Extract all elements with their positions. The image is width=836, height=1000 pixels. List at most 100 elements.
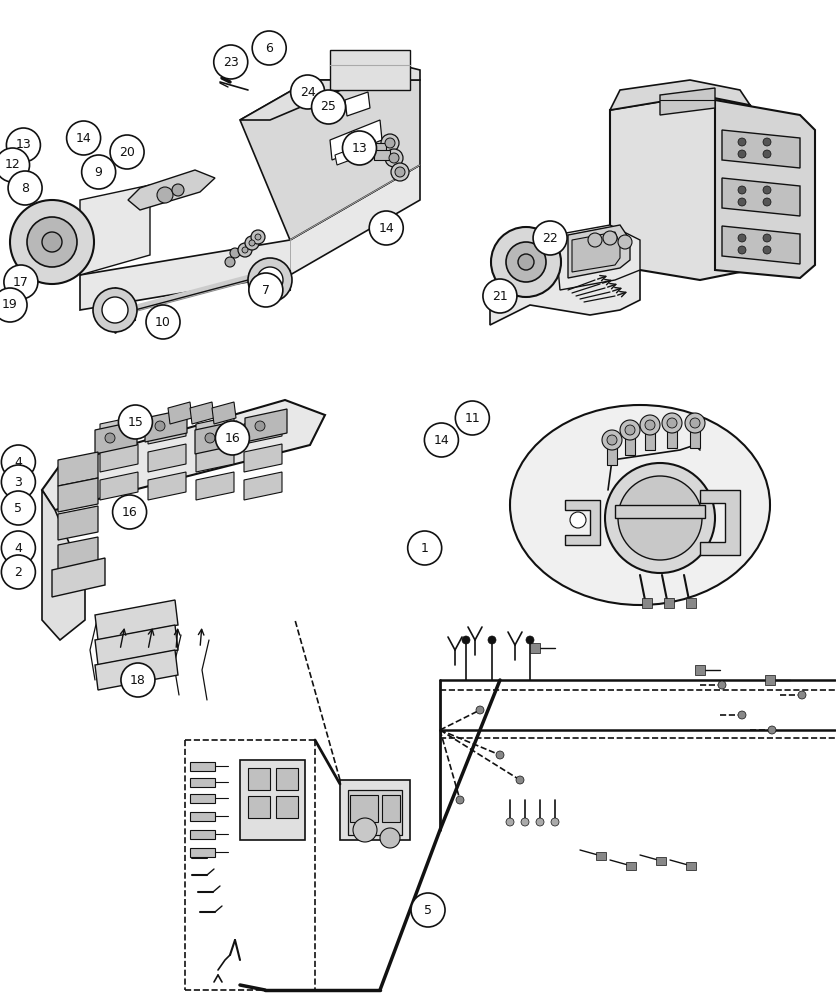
Circle shape xyxy=(798,691,806,699)
Circle shape xyxy=(738,186,746,194)
Circle shape xyxy=(102,297,128,323)
Polygon shape xyxy=(690,423,700,448)
Circle shape xyxy=(312,90,345,124)
Polygon shape xyxy=(625,430,635,455)
Circle shape xyxy=(257,267,283,293)
Circle shape xyxy=(214,45,247,79)
Circle shape xyxy=(381,134,399,152)
Polygon shape xyxy=(700,490,740,555)
Circle shape xyxy=(238,243,252,257)
Text: 17: 17 xyxy=(13,275,28,288)
Circle shape xyxy=(411,893,445,927)
Circle shape xyxy=(570,512,586,528)
Circle shape xyxy=(738,150,746,158)
Polygon shape xyxy=(52,558,105,597)
Polygon shape xyxy=(645,425,655,450)
Polygon shape xyxy=(530,643,540,653)
Polygon shape xyxy=(607,440,617,465)
Circle shape xyxy=(245,236,259,250)
Polygon shape xyxy=(555,225,640,290)
Polygon shape xyxy=(190,812,215,821)
Circle shape xyxy=(738,138,746,146)
Polygon shape xyxy=(95,421,137,454)
Polygon shape xyxy=(190,848,215,857)
Circle shape xyxy=(249,240,255,246)
Polygon shape xyxy=(686,862,696,870)
Circle shape xyxy=(488,636,496,644)
Circle shape xyxy=(291,75,324,109)
Circle shape xyxy=(763,150,771,158)
Circle shape xyxy=(155,421,165,431)
Circle shape xyxy=(521,818,529,826)
Text: 20: 20 xyxy=(120,145,135,158)
Polygon shape xyxy=(340,780,410,840)
Text: 6: 6 xyxy=(265,41,273,54)
Polygon shape xyxy=(95,300,135,320)
Text: 18: 18 xyxy=(130,674,145,686)
Circle shape xyxy=(2,445,35,479)
Circle shape xyxy=(42,232,62,252)
Polygon shape xyxy=(596,852,606,860)
Polygon shape xyxy=(276,796,298,818)
Circle shape xyxy=(121,663,155,697)
Circle shape xyxy=(380,828,400,848)
Text: 13: 13 xyxy=(352,141,367,154)
Circle shape xyxy=(146,305,180,339)
Circle shape xyxy=(2,491,35,525)
Text: 21: 21 xyxy=(492,290,507,302)
Circle shape xyxy=(516,776,524,784)
Text: 4: 4 xyxy=(14,542,23,554)
Circle shape xyxy=(391,163,409,181)
Circle shape xyxy=(763,186,771,194)
Text: 14: 14 xyxy=(434,434,449,446)
Polygon shape xyxy=(244,444,282,472)
Polygon shape xyxy=(80,165,420,310)
Polygon shape xyxy=(148,416,186,444)
Polygon shape xyxy=(248,768,270,790)
Circle shape xyxy=(738,234,746,242)
Polygon shape xyxy=(168,402,192,424)
Polygon shape xyxy=(374,150,390,160)
Circle shape xyxy=(763,234,771,242)
Polygon shape xyxy=(80,185,150,275)
Text: 16: 16 xyxy=(225,432,240,444)
Polygon shape xyxy=(240,65,420,120)
Polygon shape xyxy=(240,760,305,840)
Circle shape xyxy=(249,273,283,307)
Text: 9: 9 xyxy=(94,165,103,178)
Circle shape xyxy=(690,418,700,428)
Text: 14: 14 xyxy=(76,131,91,144)
Circle shape xyxy=(10,200,94,284)
Polygon shape xyxy=(345,92,370,116)
Circle shape xyxy=(0,288,27,322)
Circle shape xyxy=(2,531,35,565)
Polygon shape xyxy=(196,444,234,472)
Circle shape xyxy=(620,420,640,440)
Circle shape xyxy=(588,233,602,247)
Polygon shape xyxy=(100,472,138,500)
Text: 1: 1 xyxy=(421,542,429,554)
Text: 3: 3 xyxy=(14,476,23,488)
Ellipse shape xyxy=(510,405,770,605)
Polygon shape xyxy=(58,506,98,540)
Circle shape xyxy=(252,31,286,65)
Circle shape xyxy=(645,420,655,430)
Polygon shape xyxy=(370,143,386,153)
Polygon shape xyxy=(100,444,138,472)
Circle shape xyxy=(216,421,249,455)
Circle shape xyxy=(763,198,771,206)
Polygon shape xyxy=(196,472,234,500)
Circle shape xyxy=(456,796,464,804)
Polygon shape xyxy=(190,762,215,771)
Circle shape xyxy=(425,423,458,457)
Circle shape xyxy=(385,138,395,148)
Polygon shape xyxy=(276,768,298,790)
Polygon shape xyxy=(722,226,800,264)
Polygon shape xyxy=(626,862,636,870)
Circle shape xyxy=(506,242,546,282)
Text: 10: 10 xyxy=(155,316,171,328)
Polygon shape xyxy=(335,140,377,165)
Circle shape xyxy=(225,257,235,267)
Circle shape xyxy=(353,818,377,842)
Text: 11: 11 xyxy=(465,412,480,424)
